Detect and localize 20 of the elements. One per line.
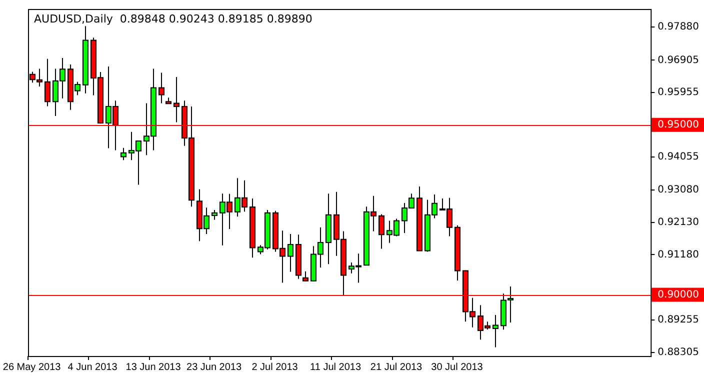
x-tick-label: 2 Jul 2013 [252, 362, 298, 373]
x-tick-label: 21 Jul 2013 [370, 362, 423, 373]
y-tick-label: 0.97880 [658, 22, 700, 33]
y-tick-label: 0.93080 [658, 184, 700, 196]
y-tick-label: 0.96905 [658, 54, 700, 66]
y-tick-label: 0.89255 [658, 314, 700, 326]
chart-title: AUDUSD,Daily 0.89848 0.90243 0.89185 0.89890 [34, 12, 312, 26]
ref-line-label: 0.95000 [658, 120, 700, 131]
y-tick-label: 0.92130 [658, 217, 700, 228]
y-tick-label: 0.95955 [658, 87, 700, 98]
ref-line-label: 0.90000 [658, 289, 700, 300]
x-tick-label: 13 Jun 2013 [126, 362, 182, 373]
x-tick-label: 30 Jul 2013 [431, 362, 484, 373]
y-tick-label: 0.91180 [658, 249, 700, 260]
x-tick-label: 11 Jul 2013 [310, 362, 362, 373]
x-tick-label: 4 Jun 2013 [68, 362, 118, 373]
x-tick-label: 23 Jun 2013 [186, 362, 242, 373]
x-tick-label: 26 May 2013 [2, 362, 62, 373]
y-tick-label: 0.88305 [658, 346, 700, 358]
y-tick-label: 0.94055 [658, 152, 700, 163]
